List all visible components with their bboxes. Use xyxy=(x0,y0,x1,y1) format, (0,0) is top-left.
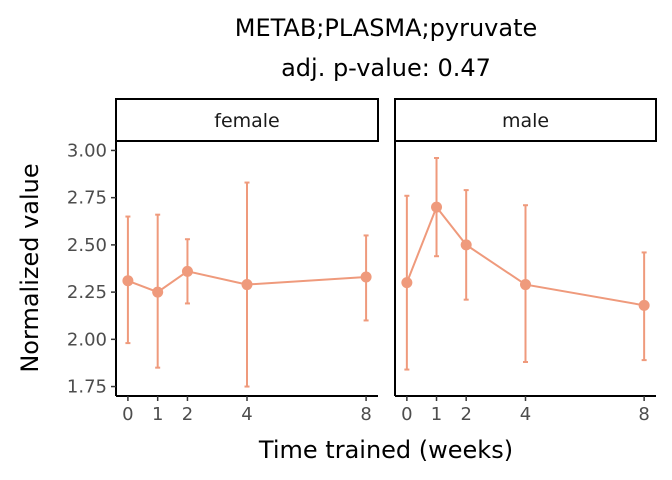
x-tick-label: 4 xyxy=(241,404,252,425)
y-axis: 1.75 2.00 2.25 2.50 2.75 3.00 xyxy=(67,140,116,398)
data-point xyxy=(122,275,134,287)
y-tick-label: 2.00 xyxy=(67,329,107,350)
data-point xyxy=(401,277,413,289)
x-tick-label: 8 xyxy=(638,404,649,425)
chart-title-line-1: METAB;PLASMA;pyruvate xyxy=(235,14,538,42)
y-tick-label: 2.75 xyxy=(67,188,107,209)
y-tick-label: 2.25 xyxy=(67,282,107,303)
x-tick-label: 0 xyxy=(122,404,133,425)
data-point xyxy=(241,279,253,291)
facet-strip xyxy=(394,98,657,142)
panel-female: female 0 1 2 4 8 xyxy=(115,98,379,425)
x-tick-label: 1 xyxy=(431,404,442,425)
x-tick-label: 2 xyxy=(182,404,193,425)
x-tick-label: 8 xyxy=(360,404,371,425)
y-tick-label: 3.00 xyxy=(67,140,107,161)
data-point xyxy=(181,265,193,277)
data-point xyxy=(460,239,472,251)
data-point xyxy=(360,271,372,283)
x-tick-label: 2 xyxy=(460,404,471,425)
x-axis-title: Time trained (weeks) xyxy=(258,436,513,464)
data-point xyxy=(520,279,531,291)
y-tick-label: 2.50 xyxy=(67,235,107,256)
facet-label: female xyxy=(214,110,280,132)
data-point xyxy=(431,201,443,213)
data-point xyxy=(638,299,650,311)
data-point xyxy=(152,286,164,298)
x-tick-label: 0 xyxy=(401,404,412,425)
chart-title-line-2: adj. p-value: 0.47 xyxy=(281,54,491,82)
panel-male: male 0 1 2 4 8 xyxy=(394,98,657,425)
facet-strip xyxy=(115,98,379,142)
x-tick-label: 1 xyxy=(152,404,163,425)
x-tick-label: 4 xyxy=(520,404,531,425)
facet-label: male xyxy=(502,110,549,132)
y-tick-label: 1.75 xyxy=(67,377,107,398)
y-axis-title: Normalized value xyxy=(16,163,44,372)
